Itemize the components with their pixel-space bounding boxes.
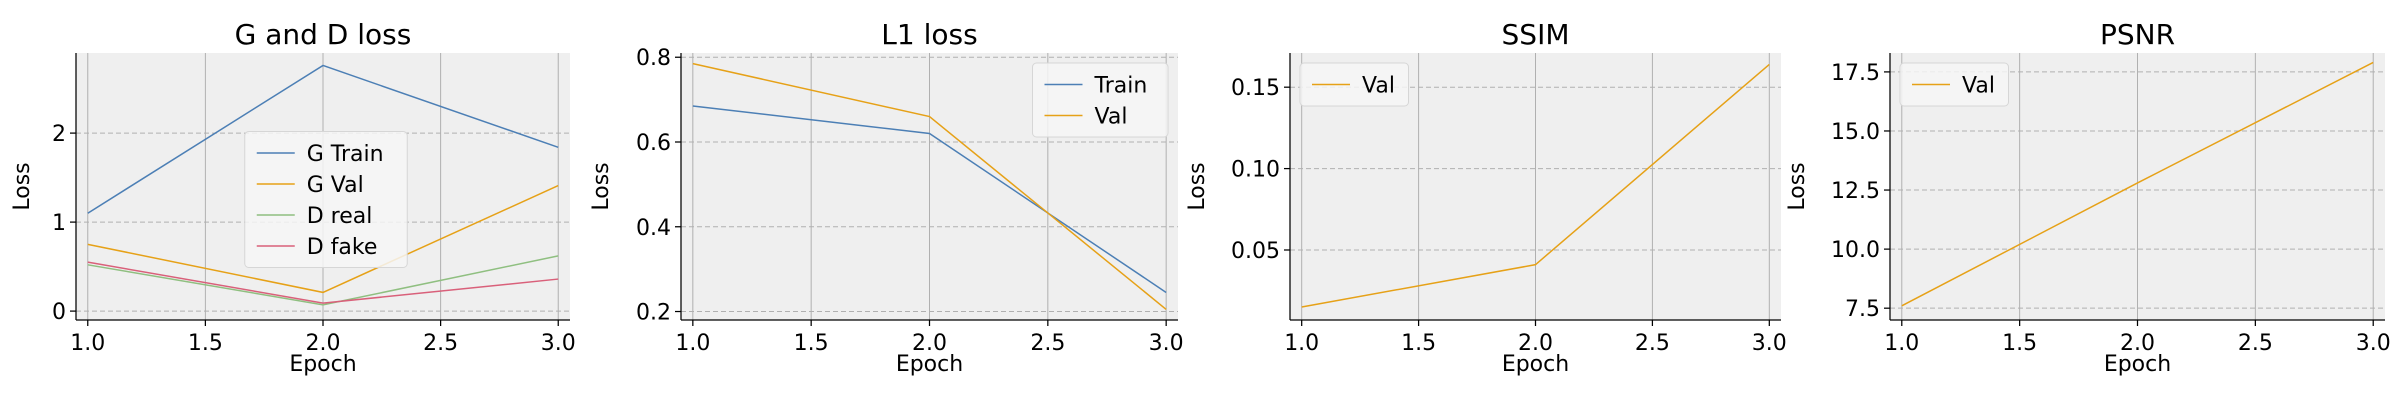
legend-label: G Val bbox=[307, 173, 364, 198]
series-line-d-fake bbox=[87, 261, 559, 304]
legend-box bbox=[244, 131, 408, 268]
series-line-g-val bbox=[87, 184, 559, 294]
x-tick-label: 1.5 bbox=[188, 331, 223, 356]
y-axis-label: Loss bbox=[589, 162, 614, 210]
x-tick-label: 3.0 bbox=[2356, 331, 2391, 356]
x-tick-label: 3.0 bbox=[1149, 331, 1184, 356]
chart-1: 1.0 1.5 2.0 2.5 3.0 0 1 2 G and D loss Epoch Loss G… bbox=[10, 18, 576, 377]
x-tick-label: 1.5 bbox=[1401, 331, 1436, 356]
legend: G Train G Val D real D fake bbox=[244, 131, 408, 268]
y-axis-label: Loss bbox=[10, 162, 35, 210]
x-tick-label: 3.0 bbox=[1752, 331, 1787, 356]
legend-label: Train bbox=[1094, 74, 1148, 99]
x-tick-label: 1.0 bbox=[1884, 331, 1919, 356]
x-tick-label: 2.5 bbox=[1635, 331, 1670, 356]
chart-title: PSNR bbox=[2100, 18, 2175, 51]
x-tick-label: 2.0 bbox=[912, 331, 947, 356]
y-tick-label: 0.8 bbox=[636, 46, 671, 71]
chart-title: L1 loss bbox=[881, 18, 977, 51]
y-tick-label: 0 bbox=[52, 300, 66, 325]
legend-box bbox=[1299, 62, 1409, 107]
legend: Val bbox=[1899, 62, 2009, 107]
x-tick-label: 1.0 bbox=[70, 331, 105, 356]
y-tick-label: 0.4 bbox=[636, 216, 671, 241]
y-tick-label: 1 bbox=[52, 211, 66, 236]
legend-label: D real bbox=[307, 204, 373, 229]
legend-label: Val bbox=[1095, 105, 1128, 130]
series-line-val bbox=[692, 62, 1167, 310]
y-tick-label: 2 bbox=[52, 122, 66, 147]
x-tick-label: 1.0 bbox=[675, 331, 710, 356]
x-tick-label: 1.5 bbox=[2002, 331, 2037, 356]
series-line-train bbox=[692, 105, 1167, 294]
series-line-val bbox=[1901, 61, 2374, 307]
chart-title: SSIM bbox=[1502, 18, 1570, 51]
legend: Val bbox=[1299, 62, 1409, 107]
x-tick-label: 2.0 bbox=[1518, 331, 1553, 356]
x-tick-label: 2.0 bbox=[306, 331, 341, 356]
legend: Train Val bbox=[1032, 62, 1169, 138]
x-axis-label: Epoch bbox=[289, 352, 356, 377]
chart-3: 1.0 1.5 2.0 2.5 3.0 0.05 0.10 0.15 SSIM Epoch Loss… bbox=[1185, 18, 1787, 377]
y-tick-label: 12.5 bbox=[1831, 179, 1880, 204]
series-line-d-real bbox=[87, 255, 559, 306]
legend-label: D fake bbox=[307, 235, 378, 260]
y-tick-label: 10.0 bbox=[1831, 238, 1880, 263]
chart-2: 1.0 1.5 2.0 2.5 3.0 0.2 0.4 0.6 0.8 L1 loss Epoch L… bbox=[589, 18, 1184, 377]
legend-label: Val bbox=[1362, 74, 1395, 99]
x-tick-label: 3.0 bbox=[541, 331, 576, 356]
y-tick-label: 7.5 bbox=[1845, 297, 1880, 322]
x-tick-label: 1.0 bbox=[1284, 331, 1319, 356]
y-tick-label: 0.15 bbox=[1231, 76, 1280, 101]
x-tick-label: 2.5 bbox=[423, 331, 458, 356]
x-tick-label: 2.0 bbox=[2120, 331, 2155, 356]
x-tick-label: 2.5 bbox=[1030, 331, 1065, 356]
y-tick-label: 0.2 bbox=[636, 301, 671, 326]
x-axis-label: Epoch bbox=[1502, 352, 1569, 377]
legend-box bbox=[1899, 62, 2009, 107]
y-tick-label: 15.0 bbox=[1831, 120, 1880, 145]
y-tick-label: 0.05 bbox=[1231, 239, 1280, 264]
x-tick-label: 1.5 bbox=[794, 331, 829, 356]
x-axis-label: Epoch bbox=[2104, 352, 2171, 377]
chart-4: 1.0 1.5 2.0 2.5 3.0 7.5 10.0 12.5 15.0 17.5 PSNR Ep… bbox=[1785, 18, 2391, 377]
series-line-val bbox=[1301, 63, 1770, 308]
series-line-g-train bbox=[87, 64, 559, 214]
y-tick-label: 0.6 bbox=[636, 131, 671, 156]
chart-title: G and D loss bbox=[235, 18, 412, 51]
x-tick-label: 2.5 bbox=[2238, 331, 2273, 356]
y-tick-label: 0.10 bbox=[1231, 158, 1280, 183]
x-axis-label: Epoch bbox=[896, 352, 963, 377]
y-axis-label: Loss bbox=[1185, 162, 1210, 210]
legend-box bbox=[1032, 62, 1169, 138]
legend-label: Val bbox=[1962, 74, 1995, 99]
y-axis-label: Loss bbox=[1785, 162, 1810, 210]
legend-label: G Train bbox=[307, 142, 384, 167]
y-tick-label: 17.5 bbox=[1831, 61, 1880, 86]
